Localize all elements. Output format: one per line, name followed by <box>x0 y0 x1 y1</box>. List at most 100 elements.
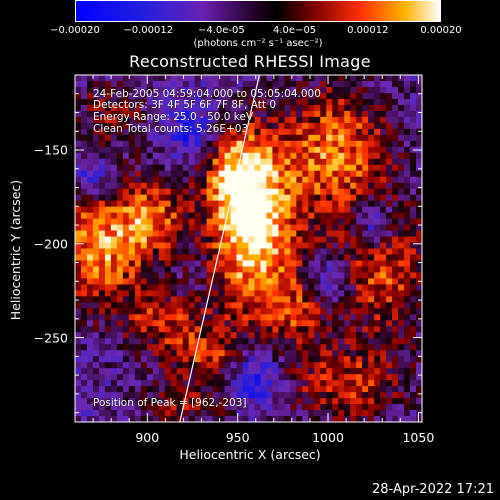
heatmap-cell <box>398 392 405 399</box>
heatmap-cell <box>122 146 130 154</box>
heatmap-cell <box>242 236 249 243</box>
heatmap-cell <box>338 146 345 154</box>
heatmap-cell <box>188 326 196 333</box>
heatmap-cell <box>416 218 423 225</box>
heatmap-cell <box>110 398 118 405</box>
heatmap-cell <box>398 296 405 303</box>
heatmap-cell <box>152 170 160 178</box>
heatmap-cell <box>350 266 357 273</box>
heatmap-cell <box>278 218 285 225</box>
heatmap-cell <box>140 116 148 124</box>
heatmap-cell <box>206 254 213 261</box>
heatmap-cell <box>75 248 82 255</box>
heatmap-cell <box>206 230 213 237</box>
heatmap-cell <box>302 350 309 357</box>
heatmap-cell <box>104 404 112 411</box>
heatmap-cell <box>224 140 231 148</box>
heatmap-cell <box>344 314 351 321</box>
heatmap-cell <box>200 158 208 166</box>
heatmap-cell <box>122 338 130 345</box>
heatmap-cell <box>158 176 166 184</box>
heatmap-cell <box>146 224 154 231</box>
heatmap-cell <box>272 194 279 202</box>
heatmap-cell <box>188 236 196 243</box>
heatmap-cell <box>362 188 369 196</box>
heatmap-cell <box>260 164 267 172</box>
heatmap-cell <box>92 242 100 249</box>
heatmap-cell <box>410 254 417 261</box>
heatmap-cell <box>218 194 225 202</box>
heatmap-cell <box>302 146 309 154</box>
colorbar-tick-label: −4.0e-05 <box>198 25 245 36</box>
heatmap-cell <box>224 248 231 255</box>
heatmap-cell <box>296 86 303 94</box>
heatmap-cell <box>80 86 88 94</box>
heatmap-cell <box>416 356 423 363</box>
heatmap-cell <box>224 218 231 225</box>
heatmap-cell <box>296 158 303 166</box>
heatmap-cell <box>266 266 273 273</box>
heatmap-cell <box>272 152 279 160</box>
heatmap-cell <box>224 392 231 399</box>
heatmap-cell <box>188 374 196 381</box>
heatmap-cell <box>200 218 208 225</box>
heatmap-cell <box>146 392 154 399</box>
heatmap-cell <box>380 272 387 279</box>
heatmap-cell <box>350 122 357 130</box>
heatmap-cell <box>128 212 136 219</box>
heatmap-cell <box>380 404 387 411</box>
heatmap-cell <box>248 98 255 106</box>
heatmap-cell <box>134 248 142 255</box>
heatmap-cell <box>296 146 303 154</box>
heatmap-cell <box>218 380 225 387</box>
heatmap-cell <box>170 116 178 124</box>
heatmap-cell <box>212 212 219 219</box>
heatmap-cell <box>122 242 130 249</box>
heatmap-cell <box>152 314 160 321</box>
heatmap-cell <box>134 80 142 88</box>
heatmap-cell <box>278 86 285 94</box>
heatmap-cell <box>296 362 303 369</box>
heatmap-cell <box>374 242 381 249</box>
heatmap-cell <box>182 164 190 172</box>
heatmap-cell <box>146 260 154 267</box>
heatmap-cell <box>75 410 82 417</box>
heatmap-cell <box>236 194 243 202</box>
heatmap-cell <box>416 392 423 399</box>
heatmap-cell <box>398 218 405 225</box>
heatmap-cell <box>296 344 303 351</box>
heatmap-cell <box>110 75 118 82</box>
heatmap-cell <box>386 176 393 184</box>
heatmap-cell <box>290 236 297 243</box>
heatmap-cell <box>188 320 196 327</box>
heatmap-cell <box>98 392 106 399</box>
heatmap-cell <box>230 380 237 387</box>
heatmap-cell <box>272 416 279 423</box>
heatmap-cell <box>302 176 309 184</box>
heatmap-cell <box>152 146 160 154</box>
heatmap-cell <box>182 410 190 417</box>
heatmap-cell <box>75 86 82 94</box>
heatmap-cell <box>176 122 184 130</box>
heatmap-cell <box>188 242 196 249</box>
heatmap-cell <box>242 356 249 363</box>
heatmap-cell <box>182 158 190 166</box>
heatmap-cell <box>386 254 393 261</box>
heatmap-cell <box>386 110 393 118</box>
heatmap-cell <box>170 326 178 333</box>
heatmap-cell <box>416 380 423 387</box>
heatmap-cell <box>386 266 393 273</box>
heatmap-cell <box>308 104 315 112</box>
heatmap-cell <box>368 320 375 327</box>
heatmap-cell <box>248 236 255 243</box>
heatmap-cell <box>170 338 178 345</box>
heatmap-cell <box>200 164 208 172</box>
heatmap-cell <box>272 242 279 249</box>
heatmap-cell <box>284 272 291 279</box>
heatmap-cell <box>170 260 178 267</box>
heatmap-cell <box>416 410 423 417</box>
heatmap-cell <box>128 122 136 130</box>
heatmap-cell <box>248 80 255 88</box>
heatmap-cell <box>266 104 273 112</box>
heatmap-cell <box>392 272 399 279</box>
